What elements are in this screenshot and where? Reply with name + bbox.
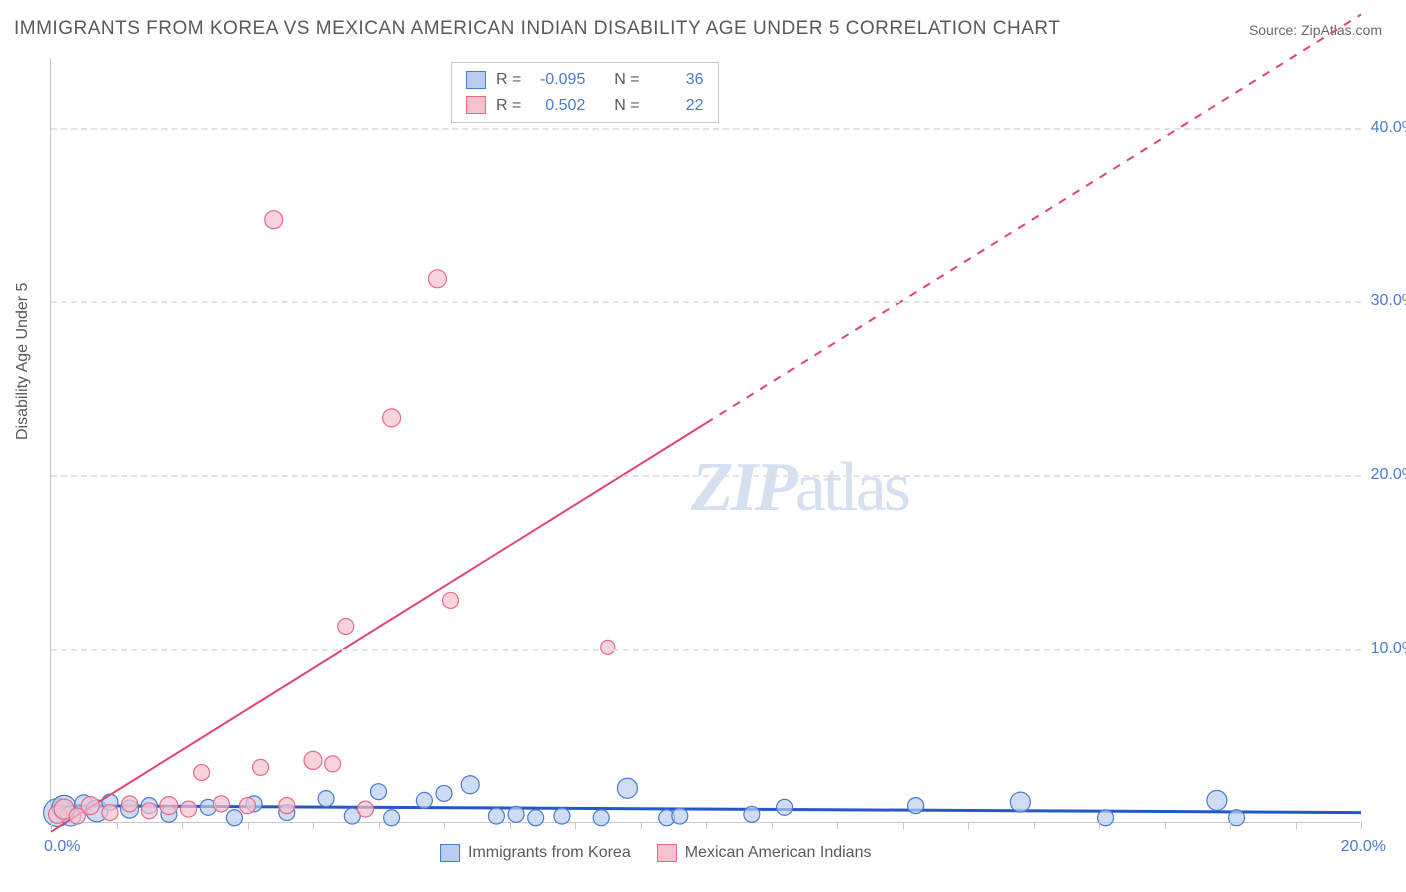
data-point: [318, 791, 334, 807]
x-tick: [575, 822, 576, 829]
x-tick: [313, 822, 314, 829]
data-point: [253, 759, 269, 775]
x-tick: [837, 822, 838, 829]
x-tick: [379, 822, 380, 829]
legend-swatch: [466, 71, 486, 89]
data-point: [383, 409, 401, 427]
x-tick: [968, 822, 969, 829]
x-tick: [1099, 822, 1100, 829]
x-tick: [1230, 822, 1231, 829]
legend-label: Mexican American Indians: [685, 844, 872, 862]
data-point: [371, 784, 387, 800]
trend-line-dashed: [706, 15, 1361, 424]
data-point: [160, 797, 178, 815]
y-axis-label: Disability Age Under 5: [14, 283, 32, 440]
n-label: N =: [614, 67, 639, 93]
legend-swatch: [657, 844, 677, 862]
trend-line: [51, 423, 706, 832]
source-attribution: Source: ZipAtlas.com: [1249, 22, 1382, 38]
x-tick: [641, 822, 642, 829]
x-tick: [903, 822, 904, 829]
y-tick-label: 40.0%: [1371, 119, 1406, 137]
chart-svg: [51, 58, 1361, 823]
stats-row: R = -0.095 N = 36: [466, 67, 704, 93]
x-tick: [248, 822, 249, 829]
n-value: 22: [650, 93, 704, 119]
data-point: [428, 270, 446, 288]
data-point: [508, 806, 524, 822]
data-point: [181, 801, 197, 817]
legend-swatch: [440, 844, 460, 862]
r-value: -0.095: [531, 67, 585, 93]
data-point: [617, 778, 637, 798]
data-point: [601, 640, 615, 654]
y-tick-label: 10.0%: [1371, 640, 1406, 658]
data-point: [357, 801, 373, 817]
data-point: [554, 808, 570, 824]
data-point: [213, 796, 229, 812]
data-point: [325, 756, 341, 772]
x-tick: [1361, 822, 1362, 829]
gridline-h: [51, 475, 1361, 477]
x-axis-max-label: 20.0%: [1341, 838, 1386, 856]
r-value: 0.502: [531, 93, 585, 119]
x-tick: [772, 822, 773, 829]
x-tick: [706, 822, 707, 829]
data-point: [488, 808, 504, 824]
data-point: [436, 785, 452, 801]
r-label: R =: [496, 67, 521, 93]
y-tick-label: 20.0%: [1371, 466, 1406, 484]
data-point: [194, 765, 210, 781]
chart-legend: Immigrants from Korea Mexican American In…: [440, 844, 871, 862]
data-point: [672, 808, 688, 824]
n-label: N =: [614, 93, 639, 119]
x-tick: [1296, 822, 1297, 829]
y-tick-label: 30.0%: [1371, 292, 1406, 310]
x-tick: [1034, 822, 1035, 829]
x-tick: [444, 822, 445, 829]
legend-item: Immigrants from Korea: [440, 844, 631, 862]
data-point: [1010, 792, 1030, 812]
data-point: [593, 810, 609, 826]
data-point: [226, 810, 242, 826]
chart-plot-area: ZIPatlas R =-0.095 N =36R =0.502 N =22 1…: [50, 58, 1360, 823]
data-point: [304, 751, 322, 769]
data-point: [1207, 790, 1227, 810]
x-tick: [182, 822, 183, 829]
data-point: [338, 619, 354, 635]
data-point: [102, 805, 118, 821]
data-point: [122, 796, 138, 812]
legend-swatch: [466, 96, 486, 114]
data-point: [443, 592, 459, 608]
correlation-stats-box: R = -0.095 N = 36 R = 0.502 N = 22: [451, 62, 719, 123]
data-point: [279, 798, 295, 814]
x-tick: [51, 822, 52, 829]
stats-row: R = 0.502 N = 22: [466, 93, 704, 119]
r-label: R =: [496, 93, 521, 119]
legend-item: Mexican American Indians: [657, 844, 872, 862]
data-point: [141, 803, 157, 819]
data-point: [240, 798, 256, 814]
x-tick: [510, 822, 511, 829]
data-point: [528, 810, 544, 826]
legend-label: Immigrants from Korea: [468, 844, 631, 862]
data-point: [416, 792, 432, 808]
data-point: [265, 211, 283, 229]
data-point: [384, 810, 400, 826]
data-point: [908, 798, 924, 814]
data-point: [777, 799, 793, 815]
data-point: [744, 806, 760, 822]
gridline-h: [51, 301, 1361, 303]
gridline-h: [51, 649, 1361, 651]
gridline-h: [51, 128, 1361, 130]
x-tick: [1165, 822, 1166, 829]
x-tick: [117, 822, 118, 829]
data-point: [81, 797, 99, 815]
n-value: 36: [650, 67, 704, 93]
chart-title: IMMIGRANTS FROM KOREA VS MEXICAN AMERICA…: [14, 18, 1060, 40]
x-axis-origin-label: 0.0%: [44, 838, 80, 856]
data-point: [461, 776, 479, 794]
